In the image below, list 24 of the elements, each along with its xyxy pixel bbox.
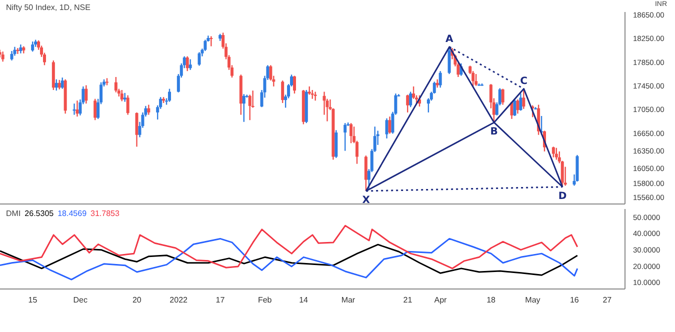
- x-tick-label: 2022: [170, 296, 188, 305]
- x-tick-label: Feb: [258, 296, 272, 305]
- text: 31.7853: [90, 209, 120, 218]
- x-tick-label: 21: [403, 296, 413, 305]
- x-tick-label: 14: [299, 296, 309, 305]
- text: 18.4569: [58, 209, 87, 218]
- annotation: B: [490, 126, 498, 138]
- annotation: A: [446, 34, 454, 45]
- x-tick-label: 20: [132, 296, 142, 305]
- annotation: D: [558, 190, 567, 202]
- x-tick-label: Mar: [341, 296, 356, 305]
- x-tick-label: 16: [570, 296, 580, 305]
- x-tick-label: May: [525, 296, 540, 305]
- x-tick-label: Dec: [73, 296, 88, 305]
- chart-title: DMI: [6, 209, 21, 218]
- annotation: X: [362, 195, 370, 206]
- x-tick-label: 15: [28, 296, 38, 305]
- x-tick-label: 27: [602, 296, 612, 305]
- x-tick-label: 18: [486, 296, 496, 305]
- x-tick-label: Apr: [434, 296, 448, 305]
- annotation: C: [520, 76, 528, 87]
- x-tick-label: 17: [216, 296, 226, 305]
- text: 26.5305: [24, 209, 54, 218]
- chart-title: Nifty 50 Index, 1D, NSE: [6, 3, 90, 12]
